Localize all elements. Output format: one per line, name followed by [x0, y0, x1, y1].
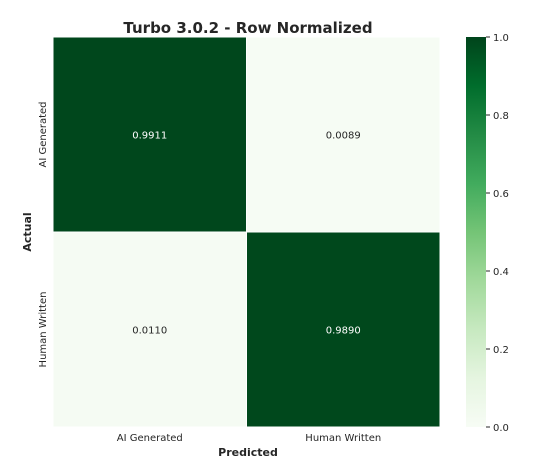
cell-value-label: 0.9911 — [132, 131, 167, 142]
x-axis-label: Predicted — [218, 446, 278, 459]
heatmap-cell — [246, 36, 441, 233]
x-tick-labels: AI Generated Human Written — [117, 433, 381, 444]
y-tick-label: Human Written — [38, 292, 49, 368]
heatmap-cells: 0.9911 0.0089 0.0110 0.9890 — [52, 36, 441, 428]
cell-value-label: 0.0089 — [326, 131, 361, 142]
x-tick-label: AI Generated — [117, 433, 183, 444]
y-tick-labels: AI Generated Human Written — [38, 101, 49, 367]
colorbar-tick-label: 0.2 — [493, 345, 509, 356]
cell-value-label: 0.0110 — [132, 326, 167, 337]
colorbar-tick-label: 1.0 — [493, 33, 509, 44]
chart-title: Turbo 3.0.2 - Row Normalized — [123, 19, 372, 37]
colorbar-tick-label: 0.0 — [493, 423, 509, 434]
cell-value-label: 0.9890 — [326, 326, 361, 337]
colorbar-ticks: 0.0 0.2 0.4 0.6 0.8 1.0 — [486, 33, 509, 434]
y-tick-label: AI Generated — [38, 101, 49, 167]
colorbar-tick-label: 0.6 — [493, 189, 509, 200]
heatmap-cell — [52, 231, 247, 428]
x-tick-label: Human Written — [305, 433, 381, 444]
colorbar-tick-label: 0.8 — [493, 111, 509, 122]
y-axis-label: Actual — [21, 212, 34, 251]
heatmap-cell — [52, 36, 247, 233]
colorbar-tick-label: 0.4 — [493, 267, 509, 278]
heatmap-cell — [246, 231, 441, 428]
colorbar — [466, 37, 486, 427]
